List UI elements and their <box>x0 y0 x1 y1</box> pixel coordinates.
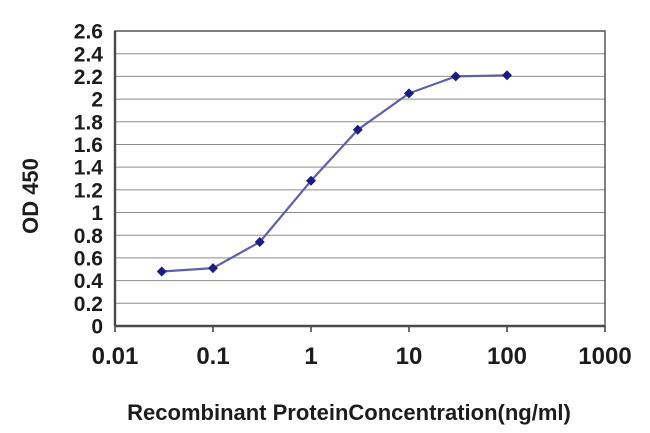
x-tick-label-100: 100 <box>487 343 527 370</box>
y-tick-label-1: 1 <box>91 202 103 225</box>
y-tick-label-2: 2 <box>91 89 103 112</box>
y-axis-title: OD 450 <box>18 158 43 234</box>
data-series <box>156 70 512 277</box>
plot-border <box>114 30 606 327</box>
data-point-marker <box>352 124 363 135</box>
data-point-marker <box>306 175 316 186</box>
series-line <box>161 74 508 273</box>
x-axis-title: Recombinant ProteinConcentration(ng/ml) <box>127 400 571 425</box>
data-point-marker <box>502 70 512 81</box>
data-point-marker <box>450 71 461 82</box>
y-tick-label-1.6: 1.6 <box>74 134 103 157</box>
y-tick-label-2.2: 2.2 <box>74 66 103 89</box>
y-axis-tick-labels: 00.20.40.60.811.21.41.61.822.22.42.6 <box>74 21 104 339</box>
data-point-marker <box>254 237 265 248</box>
y-tick-label-0.6: 0.6 <box>74 247 103 270</box>
x-tick-label-10: 10 <box>396 343 423 370</box>
x-tick-label-0.1: 0.1 <box>196 343 229 370</box>
plot-frame <box>113 30 606 328</box>
gridlines <box>115 53 605 304</box>
y-tick-label-0.2: 0.2 <box>74 293 103 316</box>
y-tick-label-0.4: 0.4 <box>74 270 104 293</box>
data-point-marker <box>404 88 414 99</box>
x-tick-label-0.01: 0.01 <box>92 343 139 370</box>
y-tick-label-1.4: 1.4 <box>74 157 104 180</box>
y-tick-label-0.8: 0.8 <box>74 225 104 248</box>
data-point-marker <box>156 266 167 277</box>
x-tick-label-1000: 1000 <box>578 343 631 370</box>
y-tick-label-1.8: 1.8 <box>74 111 104 134</box>
y-tick-label-0: 0 <box>91 316 103 339</box>
x-axis-tick-marks <box>114 326 606 332</box>
y-tick-label-2.4: 2.4 <box>74 43 104 66</box>
x-tick-label-1: 1 <box>304 343 317 370</box>
data-point-marker <box>208 263 218 274</box>
y-tick-label-2.6: 2.6 <box>74 21 103 44</box>
y-tick-label-1.2: 1.2 <box>74 179 103 202</box>
x-axis-tick-labels: 0.01 0.1 1 10 100 1000 <box>92 343 632 370</box>
